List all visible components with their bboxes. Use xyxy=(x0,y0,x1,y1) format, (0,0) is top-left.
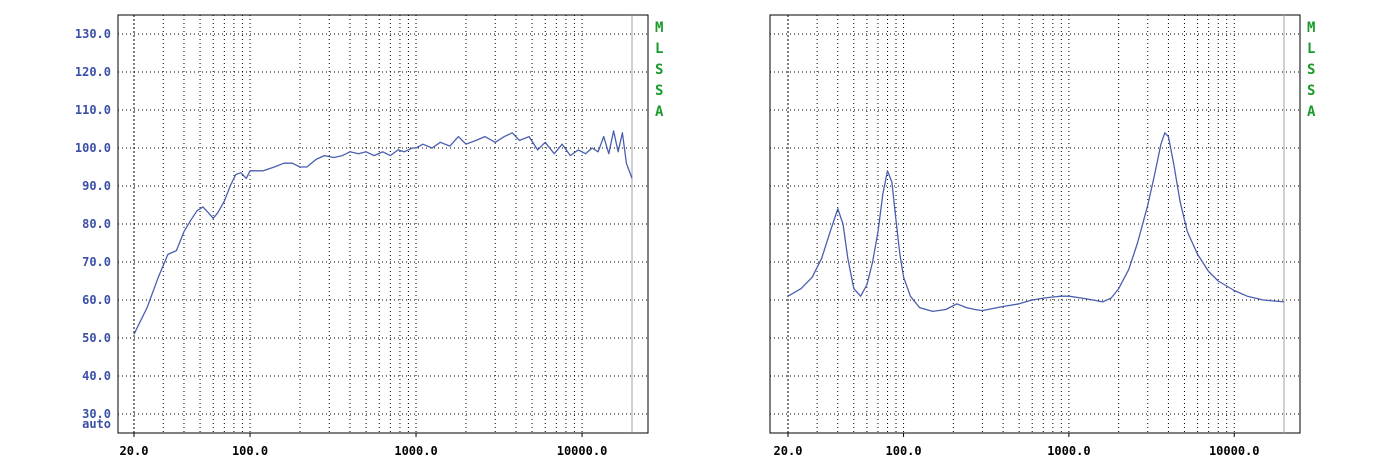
mlssa-letter: M xyxy=(655,20,663,36)
response-curve xyxy=(133,130,633,335)
mlssa-letter: L xyxy=(655,41,663,57)
impedance-response-chart: 80.070.060.050.040.030.020.010.00.0-10.0… xyxy=(769,14,1316,458)
x-tick-label: 10000.0 xyxy=(1209,444,1260,458)
y-tick-label: 110.0 xyxy=(75,103,111,117)
x-tick-label: 100.0 xyxy=(886,444,922,458)
y-tick-label: 80.0 xyxy=(82,217,111,231)
chart-left-panel: 130.0 120.0 110.0 100.0 90.0 80.0 70.0 60.0 50.0… xyxy=(75,14,664,458)
x-tick-label: 1000.0 xyxy=(1047,444,1090,458)
y-tick-label: 120.0 xyxy=(75,65,111,79)
y-tick-label: 30.0 xyxy=(82,407,111,421)
chart-right-panel: 80.070.060.050.040.030.020.010.00.0-10.0… xyxy=(700,0,1400,475)
response-curve xyxy=(787,132,1285,313)
x-tick-label: 1000.0 xyxy=(394,444,437,458)
x-tick-label: 10000.0 xyxy=(557,444,608,458)
mlssa-letter: A xyxy=(655,104,664,120)
mlssa-letter: M xyxy=(1307,20,1315,36)
x-tick-label: 100.0 xyxy=(232,444,268,458)
y-tick-label: 90.0 xyxy=(82,179,111,193)
x-tick-label: 20.0 xyxy=(120,444,149,458)
y-tick-label: 40.0 xyxy=(82,369,111,383)
spl-response-chart: 130.0 120.0 110.0 100.0 90.0 80.0 70.0 60.0 50.0… xyxy=(75,14,664,458)
scale-auto-label: auto xyxy=(82,417,111,431)
mlssa-letter: S xyxy=(655,83,663,99)
mlssa-letter: S xyxy=(1307,62,1315,78)
mlssa-letter: A xyxy=(1307,104,1316,120)
y-tick-label: 50.0 xyxy=(82,331,111,345)
y-tick-label: 60.0 xyxy=(82,293,111,307)
mlssa-letter: S xyxy=(655,62,663,78)
y-tick-label: 130.0 xyxy=(75,27,111,41)
mlssa-letter: S xyxy=(1307,83,1315,99)
x-tick-label: 20.0 xyxy=(774,444,803,458)
y-tick-label: 100.0 xyxy=(75,141,111,155)
mlssa-letter: L xyxy=(1307,41,1315,57)
y-tick-label: 70.0 xyxy=(82,255,111,269)
